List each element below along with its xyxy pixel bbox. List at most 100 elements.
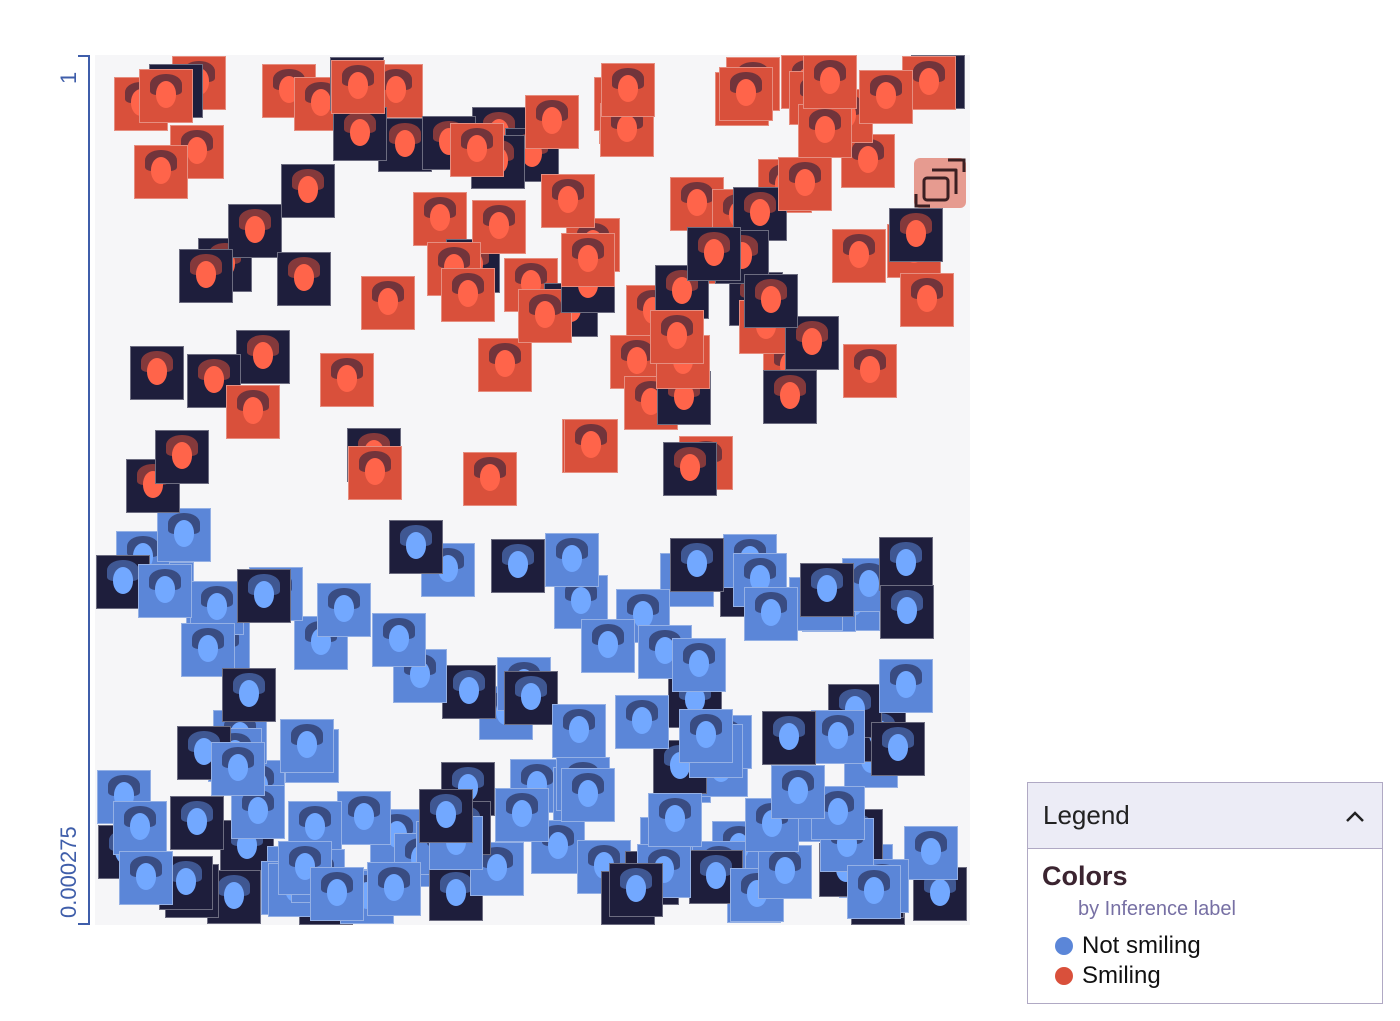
thumbnail-not-smiling[interactable] xyxy=(552,704,606,758)
thumbnail-not-smiling[interactable] xyxy=(904,826,958,880)
thumbnail-smiling[interactable] xyxy=(778,157,832,211)
thumbnail-smiling[interactable] xyxy=(130,346,184,400)
thumbnail-smiling[interactable] xyxy=(843,344,897,398)
thumbnail-not-smiling[interactable] xyxy=(811,710,865,764)
thumbnail-face xyxy=(774,857,796,885)
thumbnail-not-smiling[interactable] xyxy=(847,865,901,919)
thumbnail-face xyxy=(787,777,809,805)
legend-item-not-smiling[interactable]: Not smiling xyxy=(1042,931,1382,961)
thumbnail-not-smiling[interactable] xyxy=(170,796,224,850)
thumbnail-smiling[interactable] xyxy=(472,200,526,254)
thumbnail-smiling[interactable] xyxy=(187,354,241,408)
thumbnail-not-smiling[interactable] xyxy=(771,765,825,819)
thumbnail-smiling[interactable] xyxy=(478,338,532,392)
thumbnail-not-smiling[interactable] xyxy=(648,793,702,847)
thumbnail-smiling[interactable] xyxy=(463,452,517,506)
thumbnail-smiling[interactable] xyxy=(719,67,773,121)
thumbnail-not-smiling[interactable] xyxy=(337,791,391,845)
thumbnail-not-smiling[interactable] xyxy=(119,851,173,905)
thumbnail-not-smiling[interactable] xyxy=(138,564,192,618)
thumbnail-smiling[interactable] xyxy=(889,208,943,262)
thumbnail-smiling[interactable] xyxy=(450,123,504,177)
thumbnail-smiling[interactable] xyxy=(179,249,233,303)
thumbnail-not-smiling[interactable] xyxy=(367,862,421,916)
thumbnail-not-smiling[interactable] xyxy=(237,569,291,623)
thumbnail-not-smiling[interactable] xyxy=(419,789,473,843)
thumbnail-smiling[interactable] xyxy=(333,107,387,161)
thumbnail-smiling[interactable] xyxy=(331,60,385,114)
thumbnail-smiling[interactable] xyxy=(859,70,913,124)
thumbnail-smiling[interactable] xyxy=(663,442,717,496)
thumbnail-smiling[interactable] xyxy=(228,204,282,258)
thumbnail-smiling[interactable] xyxy=(361,276,415,330)
thumbnail-smiling[interactable] xyxy=(348,446,402,500)
thumbnail-smiling[interactable] xyxy=(564,419,618,473)
thumbnail-smiling[interactable] xyxy=(155,430,209,484)
thumbnail-not-smiling[interactable] xyxy=(491,539,545,593)
thumbnail-smiling[interactable] xyxy=(900,273,954,327)
thumbnail-not-smiling[interactable] xyxy=(879,659,933,713)
plot-area[interactable] xyxy=(95,55,970,925)
thumbnail-not-smiling[interactable] xyxy=(545,533,599,587)
thumbnail-not-smiling[interactable] xyxy=(389,520,443,574)
thumbnail-not-smiling[interactable] xyxy=(615,695,669,749)
thumbnail-smiling[interactable] xyxy=(687,227,741,281)
thumbnail-not-smiling[interactable] xyxy=(879,537,933,591)
fit-to-screen-button[interactable] xyxy=(912,156,968,210)
thumbnail-not-smiling[interactable] xyxy=(504,671,558,725)
thumbnail-not-smiling[interactable] xyxy=(581,619,635,673)
thumbnail-not-smiling[interactable] xyxy=(211,742,265,796)
thumbnail-smiling[interactable] xyxy=(134,145,188,199)
thumbnail-not-smiling[interactable] xyxy=(495,788,549,842)
thumbnail-not-smiling[interactable] xyxy=(880,585,934,639)
thumbnail-not-smiling[interactable] xyxy=(672,638,726,692)
thumbnail-face xyxy=(326,879,348,907)
thumbnail-smiling[interactable] xyxy=(561,233,615,287)
legend-label: Not smiling xyxy=(1082,932,1201,959)
thumbnail-not-smiling[interactable] xyxy=(679,709,733,763)
thumbnail-smiling[interactable] xyxy=(320,353,374,407)
thumbnail-not-smiling[interactable] xyxy=(561,768,615,822)
chevron-up-icon[interactable] xyxy=(1344,809,1366,823)
thumbnail-smiling[interactable] xyxy=(281,164,335,218)
thumbnail-smiling[interactable] xyxy=(650,310,704,364)
thumbnail-not-smiling[interactable] xyxy=(609,863,663,917)
thumbnail-smiling[interactable] xyxy=(798,104,852,158)
thumbnail-not-smiling[interactable] xyxy=(733,553,787,607)
legend-header[interactable]: Legend xyxy=(1028,783,1382,849)
thumbnail-smiling[interactable] xyxy=(601,63,655,117)
thumbnail-not-smiling[interactable] xyxy=(372,613,426,667)
thumbnail-face xyxy=(203,366,225,394)
thumbnail-smiling[interactable] xyxy=(541,174,595,228)
thumbnail-smiling[interactable] xyxy=(841,134,895,188)
legend-item-smiling[interactable]: Smiling xyxy=(1042,961,1382,991)
thumbnail-not-smiling[interactable] xyxy=(800,563,854,617)
thumbnail-smiling[interactable] xyxy=(413,192,467,246)
thumbnail-smiling[interactable] xyxy=(832,229,886,283)
thumbnail-smiling[interactable] xyxy=(277,252,331,306)
thumbnail-smiling[interactable] xyxy=(525,95,579,149)
thumbnail-smiling[interactable] xyxy=(226,385,280,439)
thumbnail-not-smiling[interactable] xyxy=(113,801,167,855)
thumbnail-face xyxy=(383,874,405,902)
thumbnail-smiling[interactable] xyxy=(763,370,817,424)
thumbnail-smiling[interactable] xyxy=(139,69,193,123)
thumbnail-not-smiling[interactable] xyxy=(762,711,816,765)
thumbnail-not-smiling[interactable] xyxy=(744,587,798,641)
thumbnail-not-smiling[interactable] xyxy=(758,845,812,899)
thumbnail-not-smiling[interactable] xyxy=(317,583,371,637)
thumbnail-smiling[interactable] xyxy=(803,55,857,109)
thumbnail-smiling[interactable] xyxy=(236,330,290,384)
thumbnail-not-smiling[interactable] xyxy=(442,665,496,719)
thumbnail-not-smiling[interactable] xyxy=(531,820,585,874)
thumbnail-not-smiling[interactable] xyxy=(913,867,967,921)
thumbnail-smiling[interactable] xyxy=(441,268,495,322)
thumbnail-not-smiling[interactable] xyxy=(222,668,276,722)
thumbnail-smiling[interactable] xyxy=(744,274,798,328)
thumbnail-not-smiling[interactable] xyxy=(280,719,334,773)
thumbnail-not-smiling[interactable] xyxy=(157,508,211,562)
thumbnail-not-smiling[interactable] xyxy=(310,867,364,921)
thumbnail-not-smiling[interactable] xyxy=(871,722,925,776)
thumbnail-not-smiling[interactable] xyxy=(670,538,724,592)
thumbnail-face xyxy=(654,637,676,665)
